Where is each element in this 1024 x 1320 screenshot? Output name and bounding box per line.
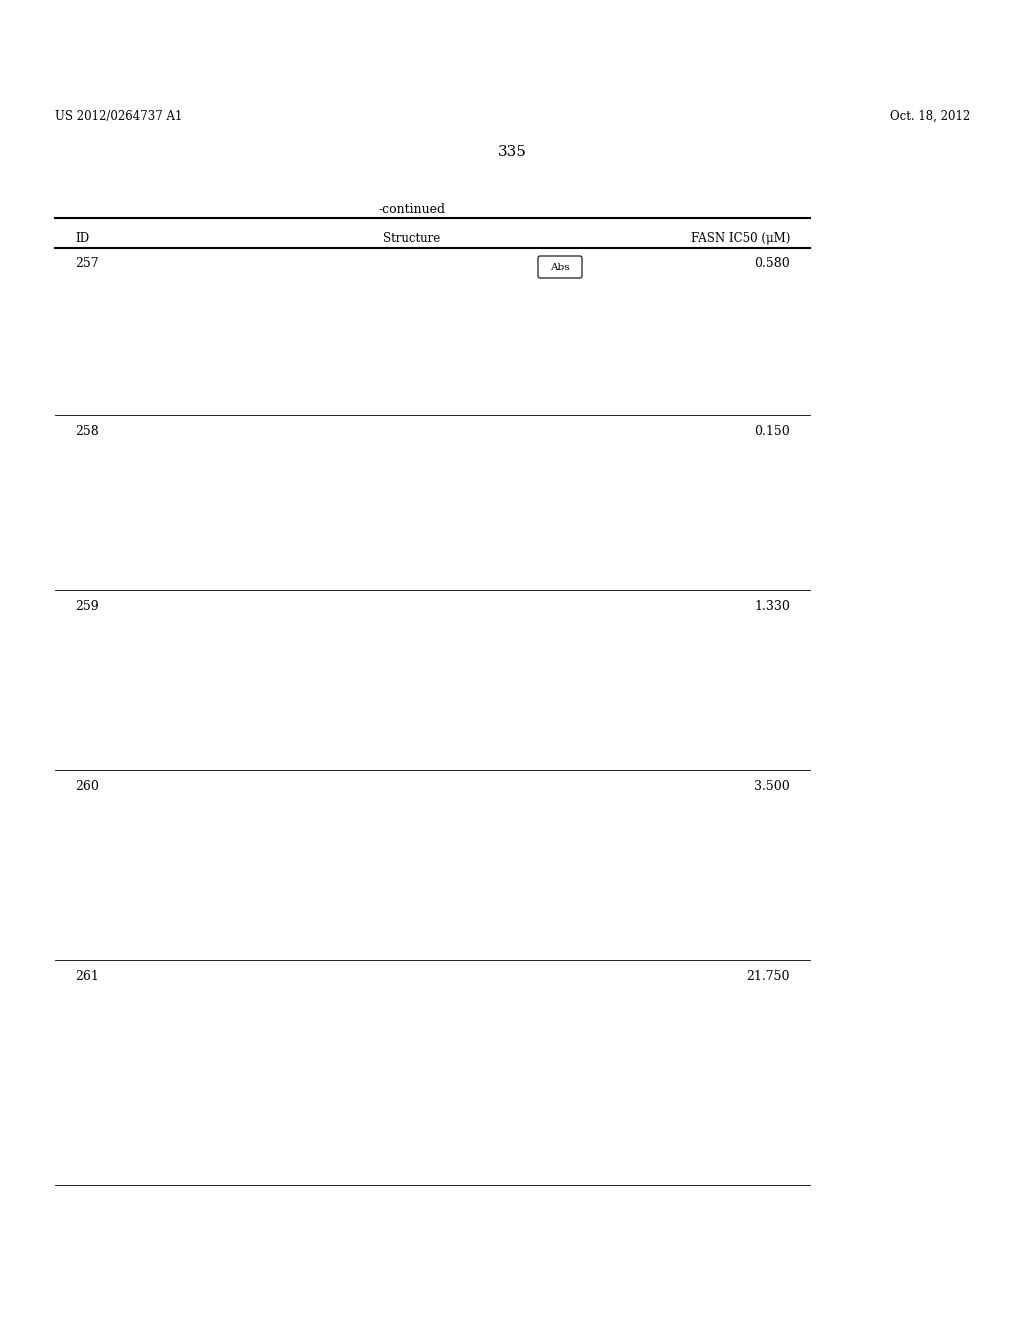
Text: 21.750: 21.750 <box>746 970 790 983</box>
Text: 0.150: 0.150 <box>755 425 790 438</box>
Text: Abs: Abs <box>550 263 569 272</box>
Text: FASN IC50 (μM): FASN IC50 (μM) <box>690 232 790 246</box>
Text: 258: 258 <box>75 425 98 438</box>
Text: 261: 261 <box>75 970 99 983</box>
Text: 260: 260 <box>75 780 99 793</box>
Text: 3.500: 3.500 <box>755 780 790 793</box>
Text: 1.330: 1.330 <box>754 601 790 612</box>
Text: -continued: -continued <box>379 203 445 216</box>
Text: ID: ID <box>75 232 89 246</box>
Text: 259: 259 <box>75 601 98 612</box>
Text: 0.580: 0.580 <box>755 257 790 271</box>
Text: US 2012/0264737 A1: US 2012/0264737 A1 <box>55 110 182 123</box>
FancyBboxPatch shape <box>538 256 582 279</box>
Text: Structure: Structure <box>383 232 440 246</box>
Text: Oct. 18, 2012: Oct. 18, 2012 <box>890 110 970 123</box>
Text: 257: 257 <box>75 257 98 271</box>
Text: 335: 335 <box>498 145 526 158</box>
